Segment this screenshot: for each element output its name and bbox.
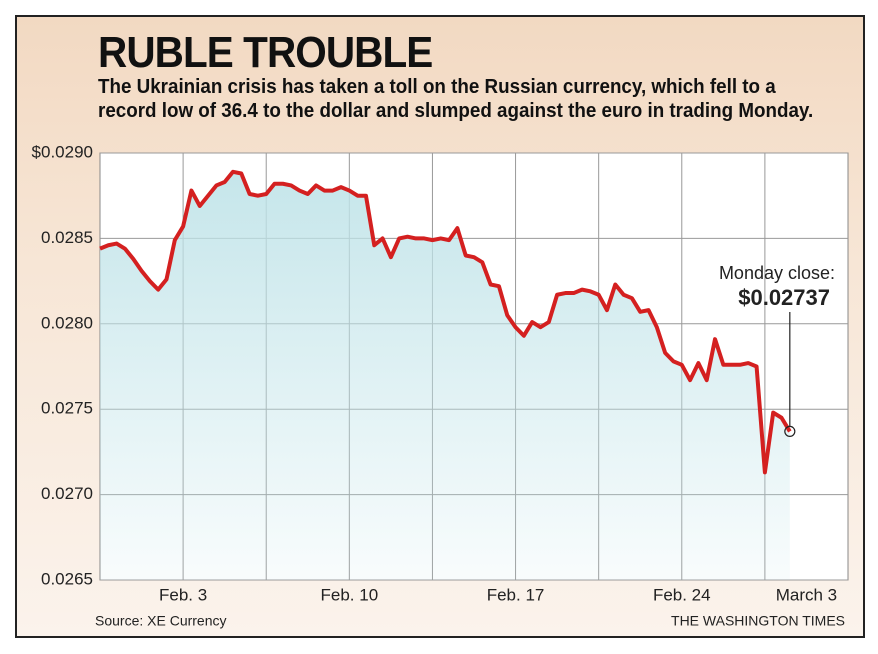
y-tick-label: 0.0285 <box>41 228 93 247</box>
value-label: $0.02737 <box>738 285 830 310</box>
x-tick-label: Feb. 17 <box>487 585 545 604</box>
line <box>99 169 792 475</box>
y-tick-label: 0.0280 <box>41 313 93 332</box>
chart-subtitle: The Ukrainian crisis has taken a toll on… <box>98 76 814 122</box>
x-tick-label: March 3 <box>776 585 837 604</box>
y-tick-label: $0.0290 <box>32 142 93 161</box>
area <box>100 171 790 580</box>
source: Source: XE Currency <box>95 613 227 629</box>
y-tick-label: 0.0270 <box>41 484 93 503</box>
x-tick-label: Feb. 3 <box>159 585 207 604</box>
annotation: Monday close: <box>719 263 835 283</box>
y-tick-label: 0.0275 <box>41 399 93 418</box>
chart-title: RUBLE TROUBLE <box>98 28 433 77</box>
x-tick-label: Feb. 10 <box>321 585 379 604</box>
x-tick-label: Feb. 24 <box>653 585 711 604</box>
close-marker <box>784 425 796 438</box>
credit: THE WASHINGTON TIMES <box>671 613 845 629</box>
y-tick-label: 0.0265 <box>41 569 93 588</box>
